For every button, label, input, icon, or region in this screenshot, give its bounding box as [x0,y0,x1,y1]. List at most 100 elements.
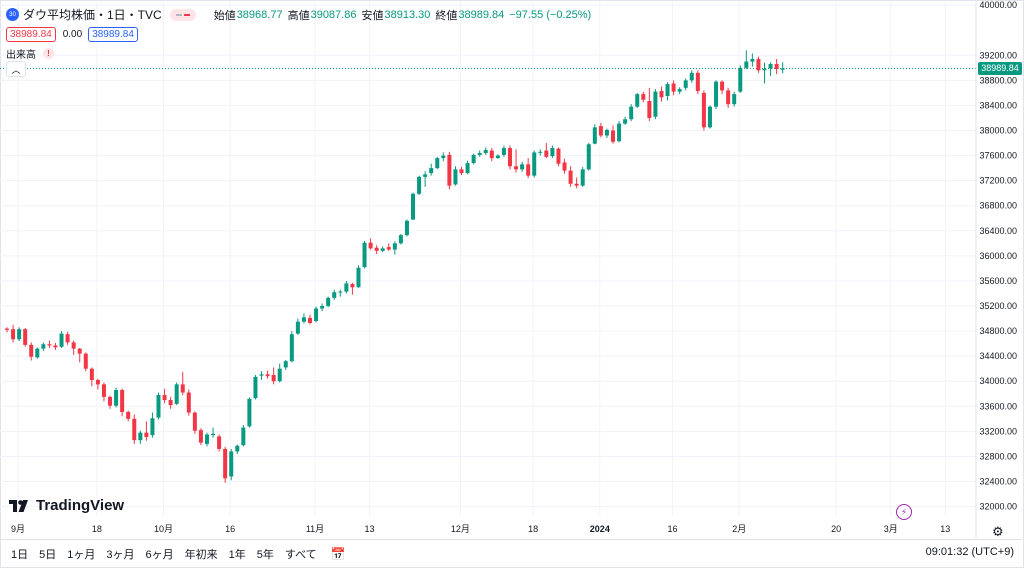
low-value: 38913.30 [384,8,431,21]
candle-down [641,94,646,100]
warning-icon[interactable]: ! [43,48,54,59]
range-1m-button[interactable]: 1ヶ月 [67,548,96,561]
candle-down [386,247,391,250]
range-1d-button[interactable]: 1日 [11,548,29,561]
candle-down [95,379,100,385]
candle-up [380,248,385,251]
candle-up [532,152,537,176]
candle-up [404,220,409,236]
candle-up [738,67,743,92]
candle-up [156,395,161,418]
price-tick-label: 33600.00 [979,401,1017,411]
candle-up [592,127,597,144]
symbol-title[interactable]: ダウ平均株価・1日・TVC [23,8,162,22]
candle-up [259,374,264,376]
candle-down [659,91,664,98]
candle-down [350,284,355,288]
candle-down [556,148,561,164]
time-tick-label: 18 [528,524,538,534]
candle-up [204,434,209,444]
symbol-badge-icon: 30 [6,8,19,21]
candle-up [780,68,785,70]
candle-down [77,348,82,354]
time-tick-label: 16 [668,524,678,534]
tradingview-logo[interactable]: TradingView [9,497,124,514]
time-tick-label: 18 [92,524,102,534]
gear-icon[interactable]: ⚙ [992,524,1004,539]
candle-up [411,193,416,220]
range-5d-button[interactable]: 5日 [39,548,57,561]
collapse-legend-button[interactable]: ︿ [6,61,26,77]
calendar-icon[interactable]: 📅 [330,546,346,561]
candle-up [550,148,555,157]
candle-up [604,129,609,136]
range-3m-button[interactable]: 3ヶ月 [106,548,135,561]
candle-up [653,91,658,117]
price-tick-label: 38000.00 [979,126,1017,136]
close-value: 38989.84 [458,8,505,21]
candle-up [338,291,343,293]
sell-price-button[interactable]: 38989.84 [6,27,56,42]
candle-down [544,150,549,157]
candle-up [683,80,688,88]
clock-timezone[interactable]: 09:01:32 (UTC+9) [925,546,1014,558]
price-tick-label: 37600.00 [979,151,1017,161]
candlestick-series [5,50,785,483]
bottom-toolbar: 1日 5日 1ヶ月 3ヶ月 6ヶ月 年初来 1年 5年 すべて 📅 09:01:… [0,539,1022,567]
candle-up [17,329,22,340]
range-6m-button[interactable]: 6ヶ月 [145,548,174,561]
candle-up [580,169,585,186]
lightning-icon[interactable]: ⚡ [896,504,912,520]
candle-down [180,384,185,393]
candle-up [301,317,306,322]
candle-down [774,64,779,70]
candle-up [441,155,446,159]
price-tick-label: 32400.00 [979,477,1017,487]
candle-up [289,334,294,362]
range-1y-button[interactable]: 1年 [228,548,246,561]
candle-up [423,174,428,177]
range-ytd-button[interactable]: 年初来 [184,548,218,561]
candle-up [114,390,119,406]
candle-down [29,344,34,357]
candle-down [720,81,725,91]
candle-up [707,106,712,128]
candle-up [538,151,543,153]
price-tick-label: 36000.00 [979,251,1017,261]
candle-up [35,348,40,358]
symbol-legend: 30 ダウ平均株価・1日・TVC 始値 38968.77 高値 39087.86… [6,6,596,23]
candle-down [611,130,615,142]
candle-down [598,126,603,136]
time-tick-label: 12月 [451,524,470,534]
candle-down [459,169,464,174]
chevron-up-icon: ︿ [11,64,21,75]
candle-up [689,72,694,81]
candle-down [701,92,706,128]
time-tick-label: 16 [225,524,235,534]
candle-down [574,183,579,186]
candle-down [726,90,731,105]
price-tick-label: 36800.00 [979,201,1017,211]
legend-controls-button[interactable] [169,8,196,21]
volume-label[interactable]: 出来高 [6,50,36,61]
candle-down [108,396,113,406]
volume-legend: 出来高 ! [6,46,54,61]
candle-down [168,400,173,406]
candle-up [429,168,434,174]
range-all-button[interactable]: すべて [284,548,317,561]
candle-up [320,306,325,309]
price-tick-label: 32800.00 [979,451,1017,461]
price-tick-label: 32000.00 [979,502,1017,512]
candle-down [756,59,761,71]
buy-price-button[interactable]: 38989.84 [88,27,138,42]
candle-up [617,123,622,142]
chart-grid [0,2,976,516]
candle-down [265,374,270,377]
open-value: 38968.77 [236,8,283,21]
candle-up [417,176,422,194]
candle-down [271,374,276,382]
candle-up [344,283,349,292]
high-value: 39087.86 [310,8,357,21]
range-5y-button[interactable]: 5年 [256,548,274,561]
